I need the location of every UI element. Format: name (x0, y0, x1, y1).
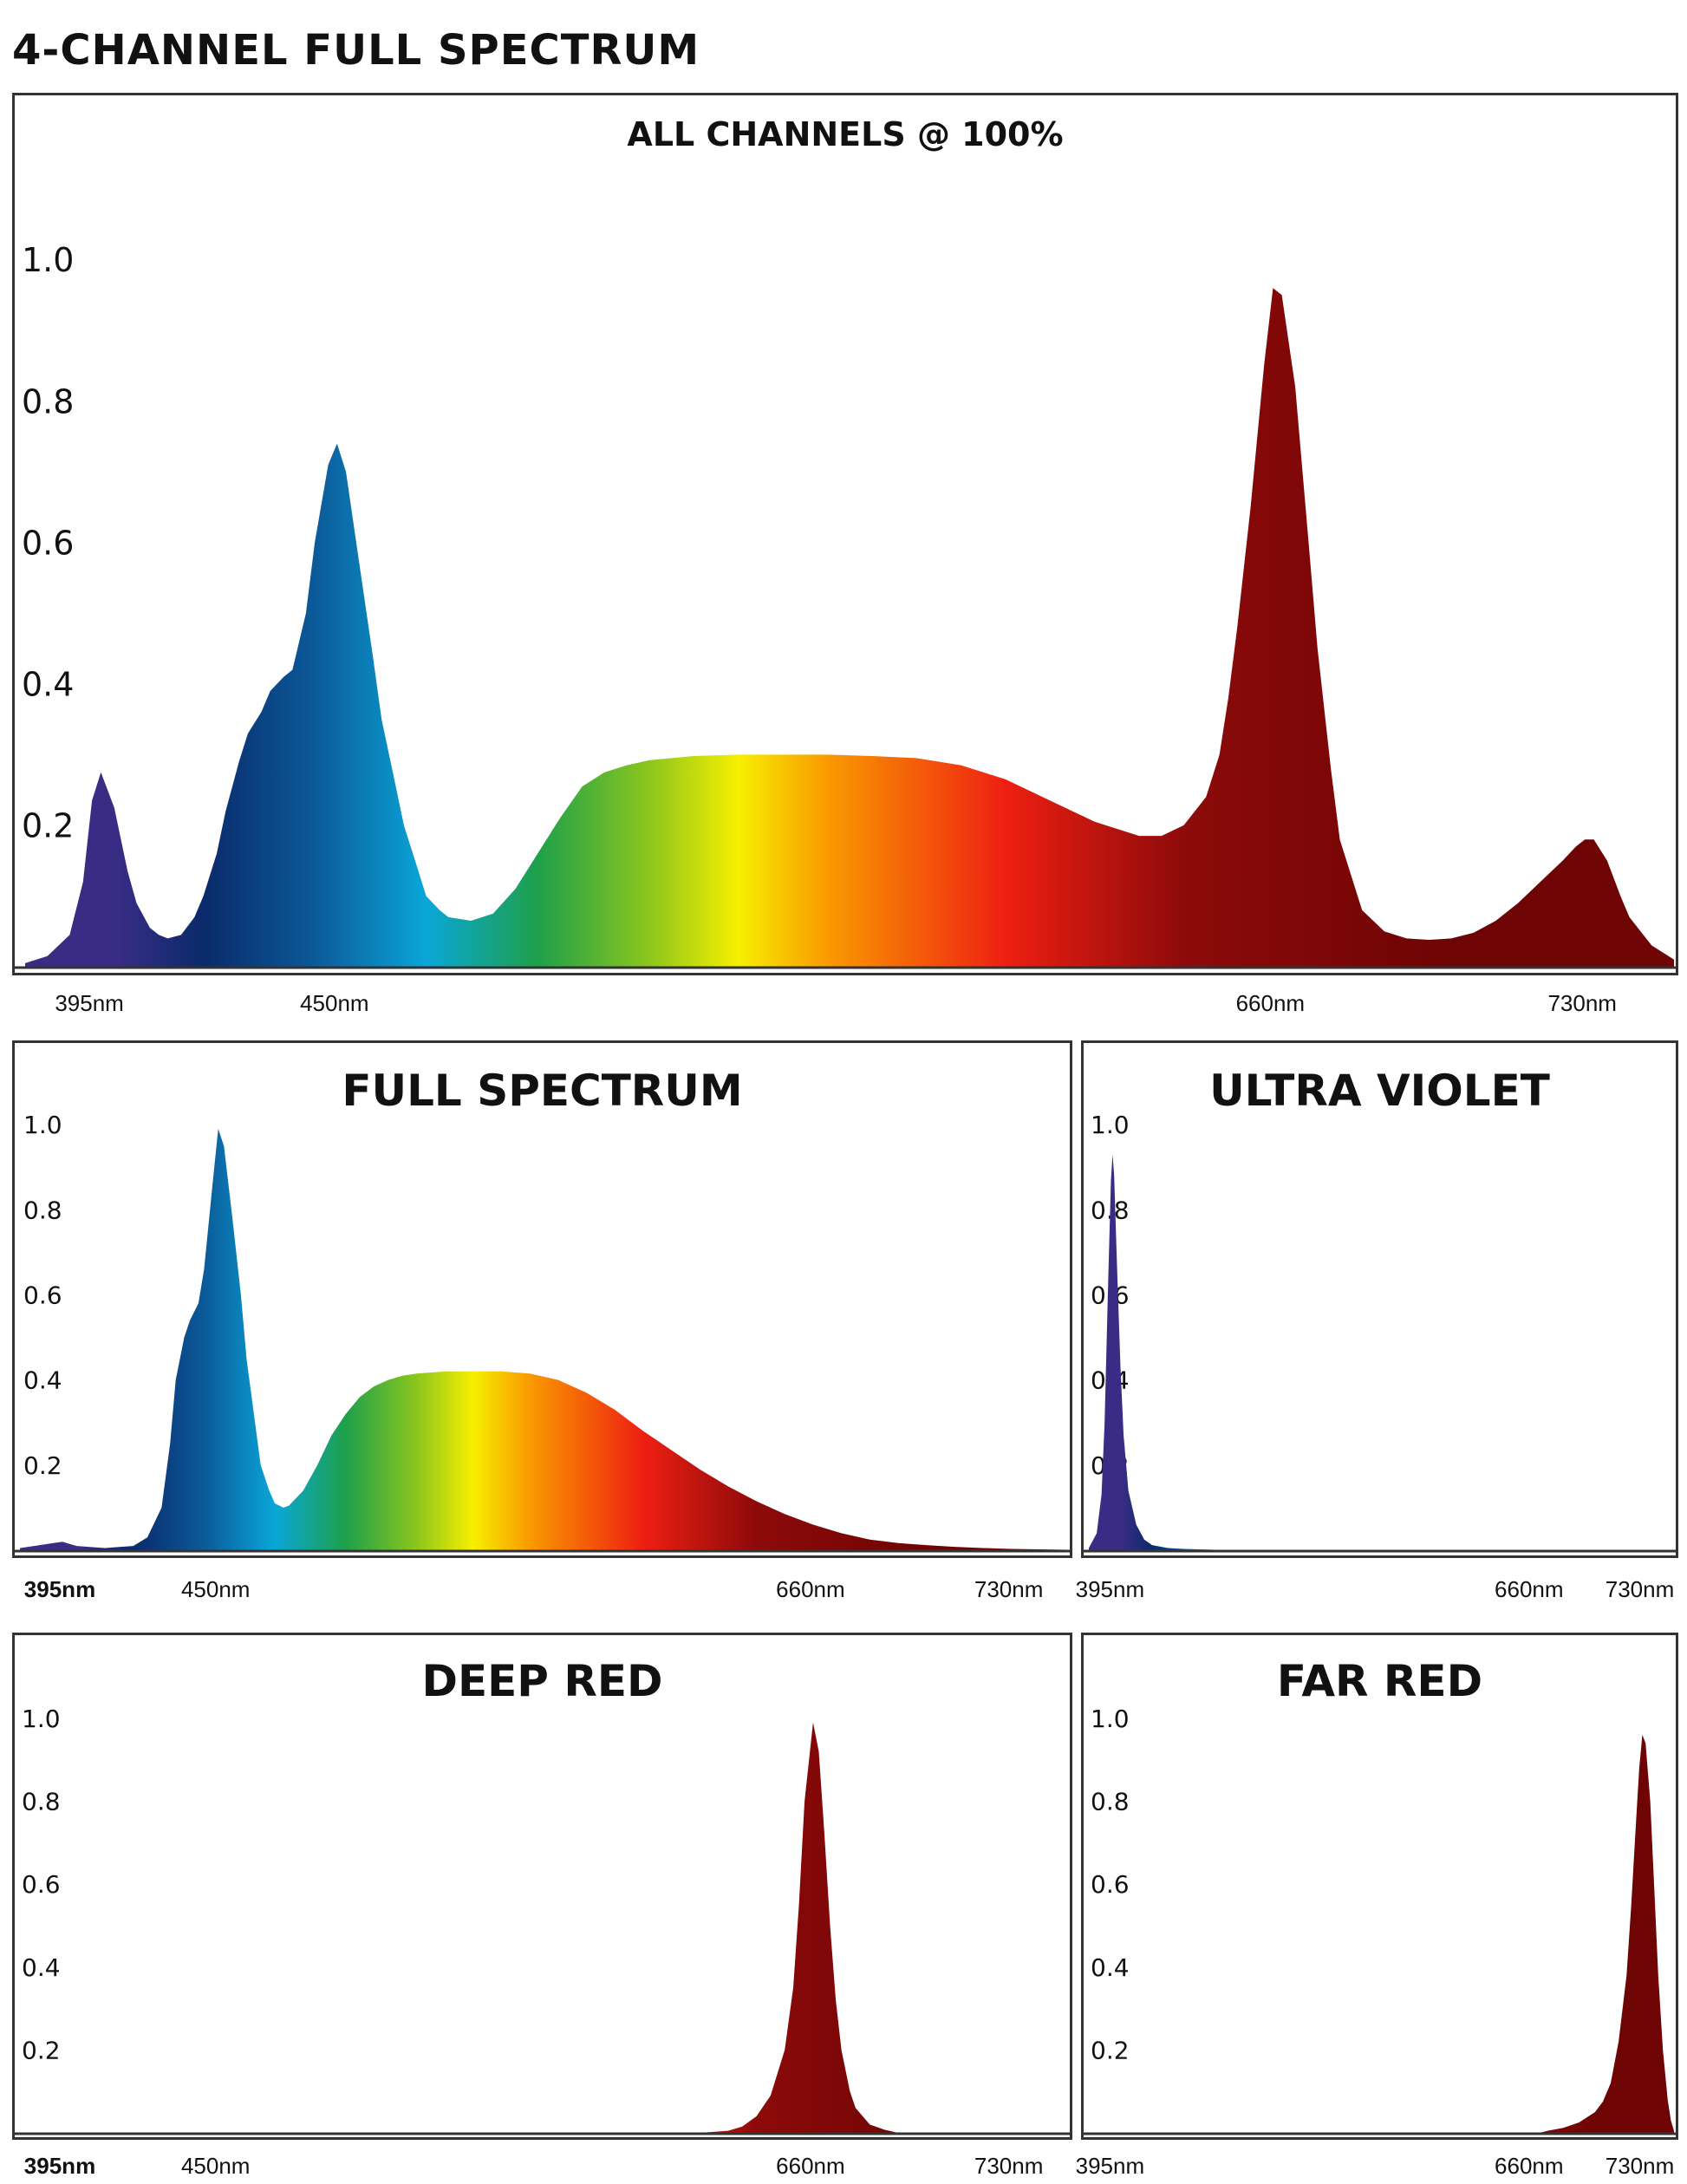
x-tick-label: 395nm (55, 990, 124, 1016)
y-tick-label: 0.4 (22, 665, 74, 703)
y-tick-label: 1.0 (23, 1111, 62, 1139)
x-tick-label: 660nm (776, 2153, 845, 2179)
x-tick-label: 450nm (180, 1576, 251, 1602)
y-tick-label: 1.0 (22, 241, 74, 279)
spectrum-chart-full: FULL SPECTRUM 1.0 0.8 0.6 0.4 0.2 (15, 1066, 1070, 1553)
y-tick-label: 0.6 (22, 524, 74, 562)
x-tick-label: 730nm (1605, 2153, 1675, 2179)
chart-title: ULTRA VIOLET (1209, 1066, 1550, 1116)
y-tick-label: 1.0 (22, 1705, 61, 1733)
y-tick-label: 0.6 (1091, 1870, 1130, 1899)
spectrum-chart-all: ALL CHANNELS @ 100% 1.0 0.8 0.6 0.4 0.2 (15, 115, 1676, 969)
x-tick-label: 730nm (1605, 1576, 1675, 1602)
y-tick-label: 0.6 (22, 1870, 61, 1899)
x-tick-label: 395nm (23, 2153, 96, 2179)
spectrum-area (1089, 1734, 1674, 2133)
x-tick-label: 730nm (1547, 990, 1617, 1016)
page-title: 4-CHANNEL FULL SPECTRUM (12, 26, 700, 75)
spectrum-area (25, 288, 1674, 967)
chart-panel-full-spectrum: FULL SPECTRUM 1.0 0.8 0.6 0.4 0.2 (12, 1040, 1072, 1558)
chart-title: DEEP RED (421, 1656, 662, 1706)
x-tick-label: 730nm (974, 2153, 1044, 2179)
chart-panel-far-red: FAR RED 1.0 0.8 0.6 0.4 0.2 (1081, 1633, 1678, 2140)
y-tick-label: 0.8 (1091, 1788, 1130, 1816)
y-tick-label: 0.8 (22, 382, 74, 421)
y-tick-label: 0.2 (22, 2036, 61, 2064)
y-tick-label: 0.4 (22, 1953, 61, 1982)
y-tick-label: 0.8 (23, 1196, 62, 1224)
x-tick-label: 450nm (300, 990, 369, 1016)
y-tick-label: 0.2 (1091, 2036, 1130, 2064)
spectrum-area (20, 1129, 1068, 1550)
spectrum-area (20, 1722, 1068, 2133)
x-tick-label: 395nm (1075, 1576, 1145, 1602)
chart-title: FAR RED (1277, 1656, 1482, 1706)
x-tick-label: 660nm (1495, 2153, 1564, 2179)
spectrum-area (1089, 1154, 1674, 1550)
y-tick-label: 1.0 (1091, 1705, 1130, 1733)
y-tick-label: 1.0 (1091, 1111, 1130, 1139)
x-tick-label: 660nm (776, 1576, 845, 1602)
y-tick-label: 0.2 (22, 807, 74, 845)
x-tick-label: 395nm (1075, 2153, 1145, 2179)
chart-panel-all-channels: ALL CHANNELS @ 100% 1.0 0.8 0.6 0.4 0.2 (12, 93, 1678, 975)
y-tick-label: 0.8 (22, 1788, 61, 1816)
y-tick-label: 0.6 (23, 1281, 62, 1310)
chart-panel-deep-red: DEEP RED 1.0 0.8 0.6 0.4 0.2 (12, 1633, 1072, 2140)
chart-title: FULL SPECTRUM (342, 1066, 742, 1116)
y-tick-label: 0.4 (1091, 1953, 1130, 1982)
x-tick-label: 450nm (180, 2153, 251, 2179)
x-tick-label: 660nm (1235, 990, 1306, 1016)
x-tick-label: 395nm (23, 1576, 96, 1602)
y-tick-label: 0.4 (23, 1366, 62, 1395)
y-tick-label: 0.2 (23, 1451, 62, 1480)
x-tick-label: 660nm (1495, 1576, 1564, 1602)
spectrum-chart-far-red: FAR RED 1.0 0.8 0.6 0.4 0.2 (1084, 1656, 1676, 2135)
x-tick-label: 730nm (974, 1576, 1044, 1602)
chart-title: ALL CHANNELS @ 100% (627, 115, 1063, 153)
spectrum-chart-deep-red: DEEP RED 1.0 0.8 0.6 0.4 0.2 (15, 1656, 1070, 2135)
